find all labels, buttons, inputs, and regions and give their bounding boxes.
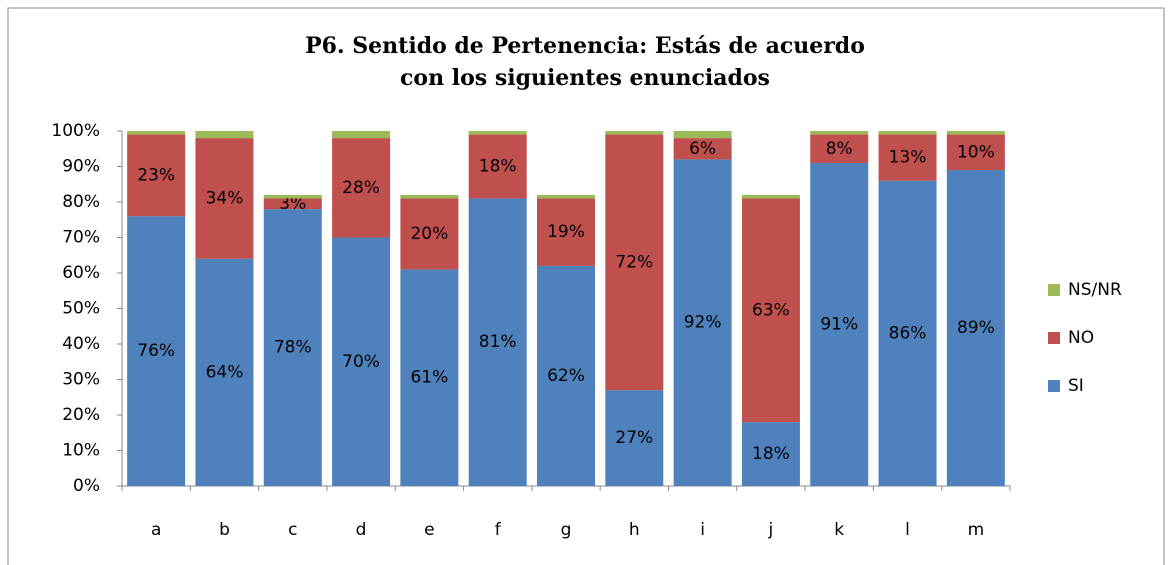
legend-label: SI [1068,376,1084,396]
bar-segment [946,131,1005,135]
bar-segment [400,269,459,486]
data-label: 13% [889,148,927,168]
x-tick-label: c [288,520,297,540]
data-label: 10% [957,142,995,162]
data-label: 62% [547,366,585,386]
bar-segment [673,138,732,160]
data-label: 3% [279,194,306,214]
data-label: 92% [684,313,722,333]
x-tick-label: l [905,520,910,540]
bar-segment [741,422,800,486]
legend-label: NS/NR [1068,280,1122,300]
data-label: 86% [889,323,927,343]
x-tick-label: j [768,520,774,540]
bar-segment [263,209,322,486]
x-tick-label: g [561,520,572,540]
data-label: 78% [274,338,312,358]
data-label: 18% [479,157,517,177]
bar-segment [878,131,937,135]
bar-segment [673,159,732,486]
bar-segment [810,131,869,135]
bar-segment [878,134,937,181]
y-tick-label: 100% [51,121,100,141]
data-label: 20% [410,224,448,244]
bar-segment [468,131,527,135]
bar-segment [127,134,186,217]
x-tick-label: m [968,520,985,540]
x-tick-label: e [424,520,434,540]
x-tick-label: f [495,520,502,540]
data-label: 76% [137,341,175,361]
bar-segment [946,170,1005,487]
bar-segment [741,198,800,423]
bar-segment [810,162,869,486]
data-label: 19% [547,222,585,242]
data-label: 18% [752,444,790,464]
data-label: 61% [410,368,448,388]
bar-segment [263,194,322,199]
y-tick-label: 0% [73,476,100,496]
legend-swatch [1048,380,1060,392]
x-tick-label: h [629,520,640,540]
bar-segment [605,131,664,135]
bar-segment [468,134,527,199]
data-label: 27% [615,428,653,448]
data-label: 89% [957,318,995,338]
x-tick-label: d [356,520,367,540]
chart-title: P6. Sentido de Pertenencia: Estás de acu… [305,33,865,91]
y-tick-label: 30% [62,370,100,390]
data-label: 8% [826,139,853,159]
bar-segment [537,265,595,486]
data-label: 72% [615,252,653,272]
bar-segment [263,198,322,210]
bar-segment [741,194,800,199]
data-label: 81% [479,332,517,352]
bar-segment [195,131,254,139]
bar-segment [400,194,459,199]
data-label: 6% [689,139,716,159]
y-tick-label: 80% [62,192,100,212]
bar-segment [878,180,937,486]
data-label: 70% [342,352,380,372]
bar-segment [195,258,254,486]
bar-segment [537,194,595,199]
bar-segment [400,198,459,270]
y-tick-label: 70% [62,228,100,248]
y-tick-label: 40% [62,334,100,354]
y-tick-label: 20% [62,405,100,425]
x-tick-label: a [151,520,161,540]
data-label: 34% [206,188,244,208]
data-label: 23% [137,165,175,185]
data-label: 91% [820,314,858,334]
bar-segment [332,237,391,486]
bar-segment [332,138,391,238]
y-tick-label: 50% [62,299,100,319]
bar-segment [605,134,664,391]
bar-segment [810,134,869,163]
data-label: 63% [752,300,790,320]
bar-segment [605,390,664,486]
legend-swatch [1048,284,1060,296]
bar-segment [127,216,186,486]
y-tick-label: 60% [62,263,100,283]
data-label: 28% [342,178,380,198]
bar-segment [673,131,732,139]
legend-label: NO [1068,328,1094,348]
y-tick-label: 10% [62,441,100,461]
bar-segment [332,131,391,139]
data-label: 64% [206,362,244,382]
bar-segment [537,198,595,266]
x-tick-label: i [700,520,705,540]
x-tick-label: b [219,520,230,540]
x-tick-label: k [834,520,844,540]
y-tick-label: 90% [62,157,100,177]
legend-swatch [1048,332,1060,344]
bar-segment [195,138,254,259]
bar-segment [468,198,527,486]
bar-segment [946,134,1005,171]
bar-segment [127,131,186,135]
